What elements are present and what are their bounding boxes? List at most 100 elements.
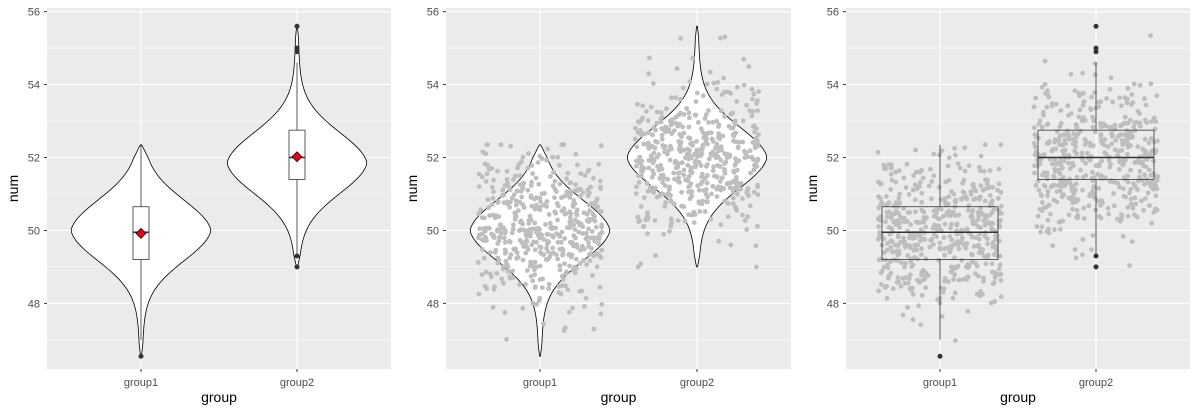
- jitter-point: [1096, 163, 1102, 169]
- jitter-point: [909, 288, 914, 293]
- jitter-point: [718, 222, 724, 228]
- jitter-point: [714, 186, 719, 192]
- jitter-point: [546, 281, 552, 287]
- jitter-point: [1109, 141, 1115, 147]
- jitter-point: [520, 154, 526, 160]
- jitter-point: [978, 153, 984, 159]
- jitter-point: [1153, 119, 1159, 124]
- jitter-point: [583, 295, 589, 301]
- jitter-point: [1102, 175, 1108, 181]
- jitter-point: [635, 214, 641, 220]
- jitter-point: [756, 89, 762, 94]
- y-tick-label: 56: [827, 7, 839, 19]
- jitter-point: [948, 264, 954, 270]
- y-axis-title: num: [5, 175, 21, 202]
- jitter-point: [912, 197, 918, 203]
- jitter-point: [645, 210, 650, 216]
- jitter-point: [646, 165, 652, 171]
- jitter-point: [1107, 164, 1113, 170]
- jitter-point: [1066, 136, 1072, 142]
- jitter-point: [749, 113, 755, 119]
- jitter-point: [1144, 120, 1150, 125]
- jitter-point: [1085, 150, 1090, 156]
- jitter-point: [564, 269, 569, 275]
- jitter-point: [1130, 205, 1136, 211]
- jitter-point: [673, 158, 678, 164]
- jitter-point: [712, 173, 717, 179]
- jitter-point: [664, 106, 669, 112]
- jitter-point: [1073, 255, 1079, 261]
- jitter-point: [1053, 137, 1058, 142]
- jitter-point: [1123, 157, 1128, 163]
- jitter-point: [523, 250, 529, 256]
- jitter-point: [514, 188, 520, 194]
- x-tick-label: group1: [923, 377, 957, 389]
- jitter-point: [997, 224, 1003, 230]
- jitter-point: [648, 104, 654, 110]
- jitter-point: [729, 186, 735, 191]
- jitter-point: [718, 35, 723, 41]
- jitter-point: [530, 260, 536, 266]
- jitter-point: [1031, 140, 1037, 146]
- jitter-point: [1066, 160, 1071, 166]
- jitter-point: [1119, 148, 1125, 153]
- jitter-point: [1065, 103, 1071, 109]
- jitter-point: [923, 270, 929, 276]
- jitter-point: [1151, 173, 1156, 178]
- jitter-point: [724, 181, 730, 187]
- jitter-point: [727, 154, 733, 160]
- jitter-point: [923, 224, 929, 230]
- jitter-point: [977, 196, 982, 202]
- jitter-point: [1071, 131, 1076, 137]
- jitter-point: [489, 166, 495, 171]
- jitter-point: [986, 252, 991, 258]
- jitter-point: [982, 142, 988, 148]
- jitter-point: [664, 176, 670, 182]
- jitter-point: [734, 178, 739, 184]
- jitter-point: [1078, 128, 1083, 134]
- jitter-point: [1119, 138, 1125, 143]
- jitter-point: [557, 263, 563, 268]
- jitter-point: [895, 243, 901, 249]
- y-tick-label: 52: [28, 153, 40, 165]
- jitter-point: [962, 168, 968, 174]
- jitter-point: [983, 261, 989, 267]
- jitter-point: [634, 184, 639, 190]
- jitter-point: [728, 111, 734, 117]
- jitter-point: [565, 170, 571, 176]
- jitter-point: [715, 163, 721, 168]
- jitter-point: [567, 209, 572, 215]
- jitter-point: [946, 155, 952, 161]
- jitter-point: [879, 282, 884, 287]
- jitter-point: [906, 192, 912, 197]
- jitter-point: [673, 95, 678, 101]
- jitter-point: [730, 125, 736, 131]
- jitter-point: [660, 180, 665, 185]
- jitter-point: [635, 102, 640, 107]
- jitter-point: [532, 220, 538, 226]
- jitter-point: [520, 257, 526, 263]
- jitter-point: [1035, 178, 1041, 184]
- jitter-point: [549, 233, 555, 238]
- jitter-point: [514, 256, 520, 261]
- jitter-point: [1038, 229, 1043, 235]
- jitter-point: [1143, 102, 1149, 108]
- jitter-point: [501, 264, 506, 270]
- jitter-point: [1098, 175, 1104, 181]
- jitter-point: [679, 160, 685, 166]
- jitter-point: [1129, 102, 1134, 107]
- jitter-point: [1057, 171, 1063, 177]
- jitter-point: [1125, 144, 1131, 150]
- jitter-point: [505, 264, 511, 270]
- jitter-point: [674, 66, 680, 71]
- jitter-point: [718, 108, 724, 114]
- jitter-point: [896, 279, 902, 285]
- jitter-point: [954, 221, 960, 227]
- jitter-point: [476, 291, 482, 297]
- jitter-point: [913, 169, 919, 175]
- jitter-point: [704, 199, 709, 205]
- jitter-point: [943, 202, 949, 208]
- jitter-point: [1058, 226, 1063, 232]
- jitter-point: [725, 214, 731, 220]
- jitter-point: [998, 190, 1004, 195]
